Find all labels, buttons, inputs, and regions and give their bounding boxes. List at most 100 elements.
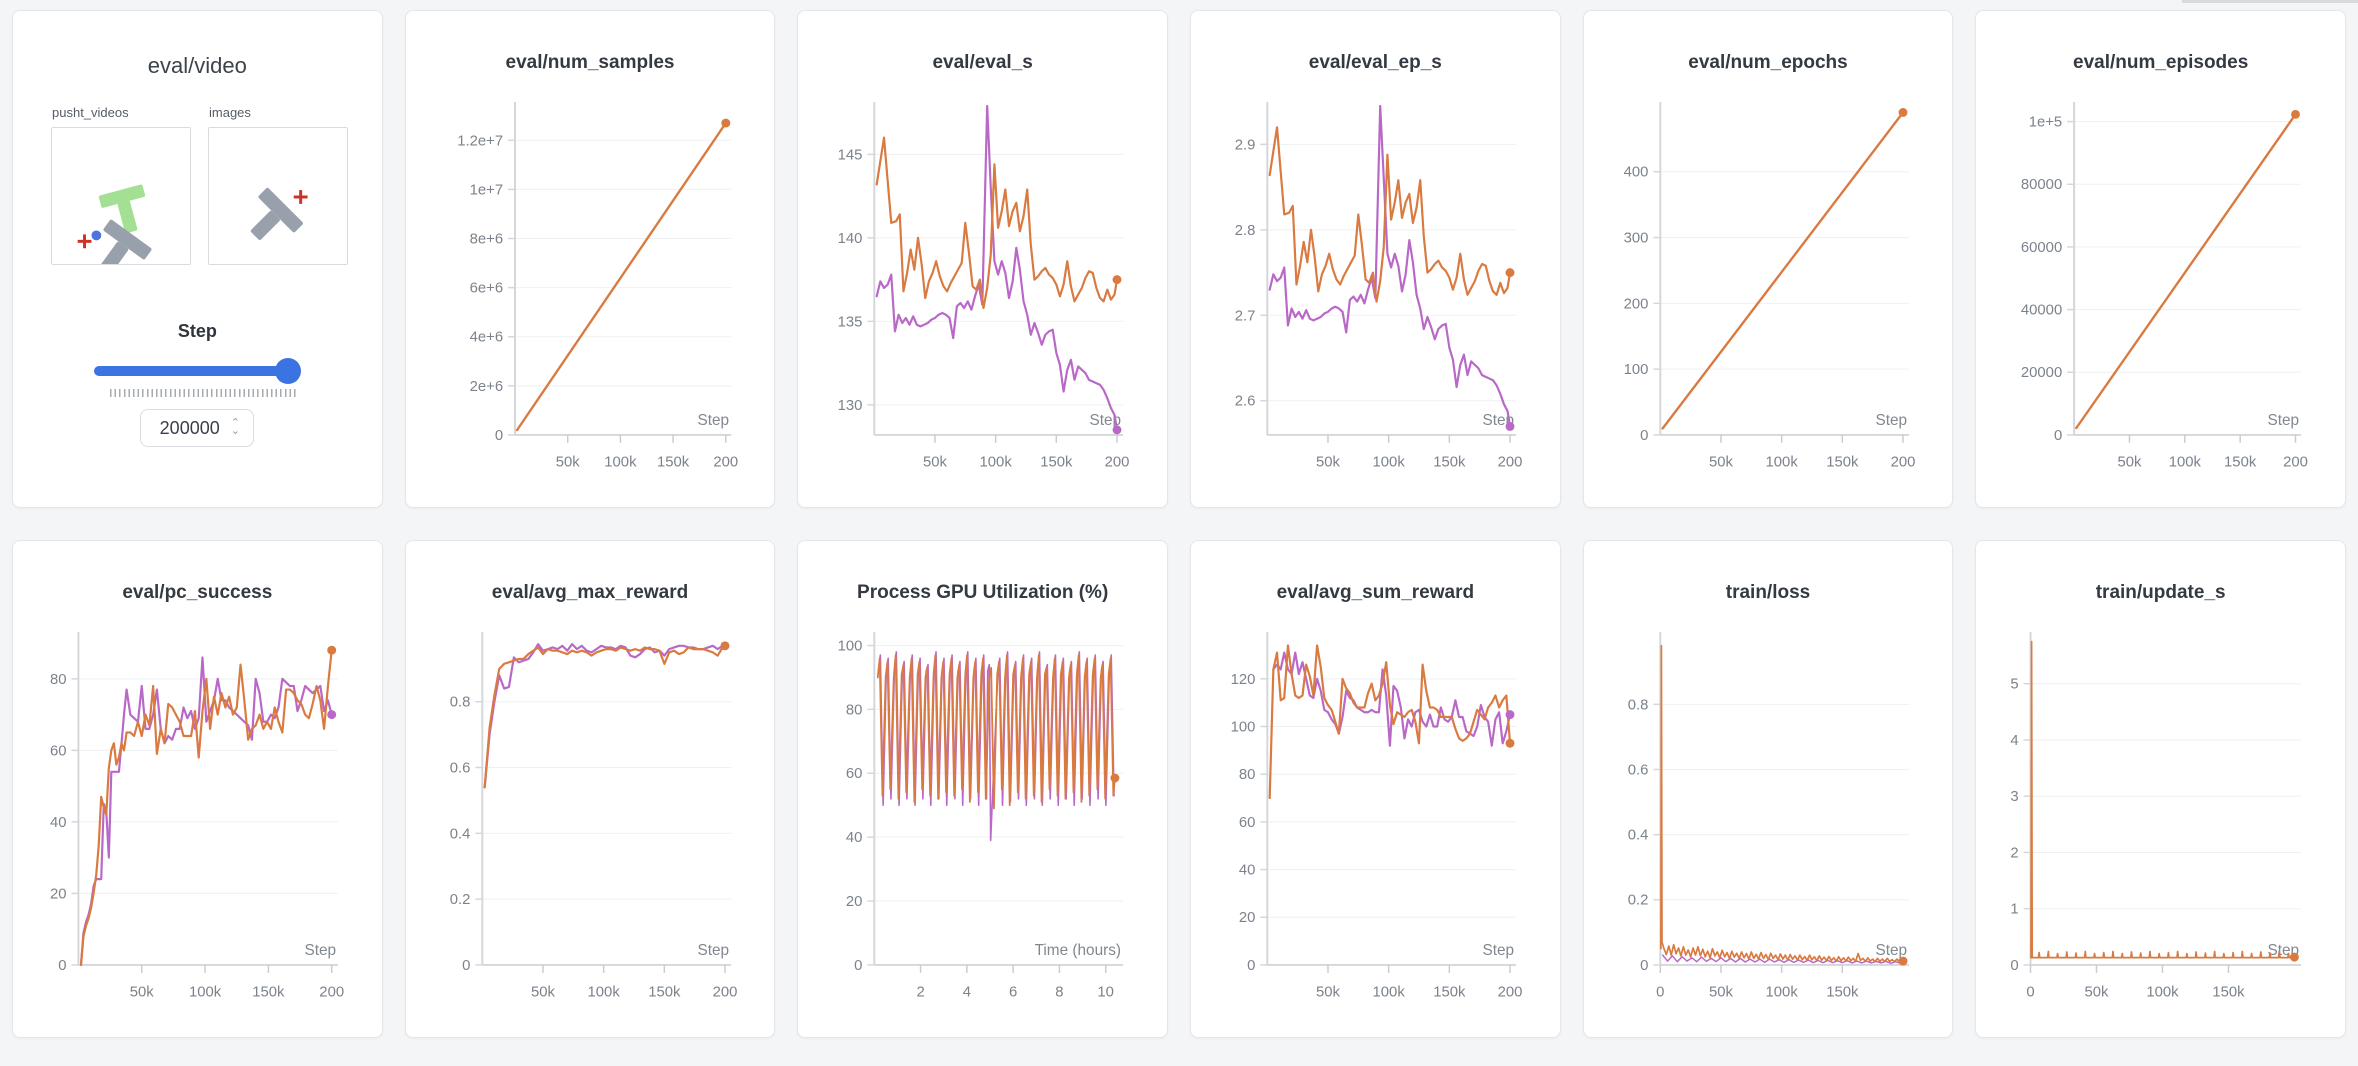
svg-text:0: 0 [462, 958, 470, 974]
step-slider[interactable] [94, 358, 301, 384]
chart-plot: 0 20 40 60 80 100 2 4 6 8 10 Time (hours) [838, 631, 1124, 1001]
panel-eval-video[interactable]: eval/video pusht_videos [12, 10, 383, 508]
chart-panel-process-gpu-utilization-[interactable]: Process GPU Utilization (%) 0 20 40 60 80 100… [797, 540, 1168, 1038]
chart-plot: 130 135 140 145 50k 100k 150k 200 Step [838, 101, 1130, 471]
svg-text:2.8: 2.8 [1235, 223, 1256, 239]
step-up-icon[interactable]: ⌃ [230, 417, 240, 429]
svg-text:20: 20 [846, 894, 863, 910]
svg-text:150k: 150k [648, 985, 681, 1001]
svg-text:80000: 80000 [2021, 177, 2062, 193]
step-slider-label: Step [177, 321, 217, 341]
svg-text:100: 100 [1623, 362, 1648, 378]
svg-text:0: 0 [2027, 985, 2035, 1001]
svg-text:100k: 100k [189, 985, 222, 1001]
pusht-video-thumbnail[interactable] [51, 127, 191, 273]
chart-plot: 0 100 200 300 400 50k 100k 150k 200 Step [1623, 101, 1915, 471]
svg-text:200: 200 [319, 985, 344, 1001]
svg-text:0: 0 [1656, 985, 1664, 1001]
svg-text:5: 5 [2011, 677, 2019, 693]
images-thumbnail[interactable] [208, 127, 348, 265]
slider-thumb[interactable] [274, 358, 301, 384]
svg-text:200: 200 [713, 455, 738, 471]
svg-text:150k: 150k [2224, 455, 2257, 471]
svg-text:4: 4 [963, 985, 971, 1001]
svg-text:Time (hours): Time (hours) [1035, 942, 1121, 959]
slider-track[interactable] [94, 366, 301, 376]
chart-panel-eval-eval-s[interactable]: eval/eval_s 130 135 140 145 50k 100k 150k 200 St… [797, 10, 1168, 508]
svg-text:0.8: 0.8 [1627, 697, 1648, 713]
step-value-field[interactable] [154, 416, 225, 440]
svg-text:150k: 150k [1041, 455, 1074, 471]
svg-text:6e+6: 6e+6 [469, 281, 502, 297]
svg-text:2e+6: 2e+6 [469, 379, 502, 395]
chart-plot: 0 0.2 0.4 0.6 0.8 0 50k 100k 150k Step [1627, 631, 1909, 1001]
chart-title: eval/avg_sum_reward [1276, 582, 1475, 603]
svg-text:0: 0 [2011, 958, 2019, 974]
images-frame [250, 187, 308, 240]
chart-title: eval/num_samples [505, 52, 675, 73]
svg-text:100k: 100k [1765, 455, 1798, 471]
svg-text:80: 80 [1239, 767, 1256, 783]
svg-text:0: 0 [2054, 428, 2062, 444]
svg-text:Step: Step [1875, 942, 1907, 959]
svg-text:50k: 50k [531, 985, 556, 1001]
svg-text:0: 0 [1247, 958, 1255, 974]
chart-panel-eval-num-epochs[interactable]: eval/num_epochs 0 100 200 300 400 50k 100k 150k… [1582, 10, 1954, 508]
svg-text:100k: 100k [587, 985, 620, 1001]
svg-text:50k: 50k [1709, 985, 1734, 1001]
svg-text:0.2: 0.2 [1627, 893, 1648, 909]
chart-panel-eval-eval-ep-s[interactable]: eval/eval_ep_s 2.6 2.7 2.8 2.9 50k 100k 150k 20… [1189, 10, 1561, 508]
chart-title: eval/pc_success [122, 582, 273, 603]
svg-text:2.9: 2.9 [1235, 137, 1256, 153]
chart-panel-eval-num-samples[interactable]: eval/num_samples 0 2e+6 4e+6 6e+6 8e+6 1e+7 1.… [404, 10, 776, 508]
svg-text:50k: 50k [555, 455, 580, 471]
svg-text:60: 60 [50, 743, 67, 759]
slider-tick-ruler [110, 389, 297, 397]
svg-text:3: 3 [2011, 789, 2019, 805]
svg-text:200: 200 [1498, 985, 1523, 1001]
target-cross-icon [293, 190, 308, 204]
svg-text:150k: 150k [1826, 455, 1859, 471]
svg-text:0: 0 [58, 958, 66, 974]
chart-plot: 0 20000 40000 60000 80000 1e+5 50k 100k 150k 200 S… [2021, 101, 2308, 471]
svg-text:60000: 60000 [2021, 240, 2062, 256]
chart-title: eval/eval_ep_s [1308, 52, 1442, 73]
chart-title: eval/avg_max_reward [491, 582, 689, 603]
svg-text:0: 0 [854, 958, 862, 974]
svg-text:150k: 150k [2213, 985, 2246, 1001]
svg-text:100: 100 [1231, 719, 1256, 735]
svg-text:8e+6: 8e+6 [469, 231, 502, 247]
dashboard-grid: eval/video pusht_videos [12, 10, 2346, 1038]
svg-text:2: 2 [917, 985, 925, 1001]
svg-text:50k: 50k [1316, 455, 1341, 471]
svg-text:150k: 150k [1433, 985, 1466, 1001]
svg-text:400: 400 [1623, 165, 1648, 181]
svg-text:50k: 50k [1709, 455, 1734, 471]
step-input[interactable]: ⌃ ⌄ [140, 409, 255, 447]
svg-text:145: 145 [838, 147, 863, 163]
chart-panel-eval-avg-sum-reward[interactable]: eval/avg_sum_reward 0 20 40 60 80 100 120 50k 10… [1189, 540, 1561, 1038]
chart-panel-eval-pc-success[interactable]: eval/pc_success 0 20 40 60 80 50k 100k 150k 200 S… [12, 540, 383, 1038]
chart-panel-eval-num-episodes[interactable]: eval/num_episodes 0 20000 40000 60000 80000 1… [1975, 10, 2346, 508]
svg-text:0: 0 [495, 428, 503, 444]
svg-text:100k: 100k [1765, 985, 1798, 1001]
chart-panel-eval-avg-max-reward[interactable]: eval/avg_max_reward 0 0.2 0.4 0.6 0.8 50k 100k… [404, 540, 776, 1038]
svg-text:20: 20 [1239, 910, 1256, 926]
svg-text:Step: Step [2268, 412, 2300, 429]
svg-text:60: 60 [846, 766, 863, 782]
svg-text:200: 200 [712, 985, 737, 1001]
svg-text:60: 60 [1239, 815, 1256, 831]
svg-text:0.4: 0.4 [1627, 828, 1648, 844]
svg-text:135: 135 [838, 314, 863, 330]
svg-text:100k: 100k [1373, 455, 1406, 471]
svg-text:50k: 50k [2085, 985, 2110, 1001]
chart-panel-train-update-s[interactable]: train/update_s 0 1 2 3 4 5 0 50k 100k 150k Step [1975, 540, 2346, 1038]
chart-panel-train-loss[interactable]: train/loss 0 0.2 0.4 0.6 0.8 0 50k 100k 150k Step [1582, 540, 1954, 1038]
svg-text:200: 200 [2283, 455, 2308, 471]
gray-t-block [101, 219, 152, 273]
step-down-icon[interactable]: ⌄ [230, 425, 240, 437]
media-images: images [208, 105, 348, 265]
svg-text:150k: 150k [1826, 985, 1859, 1001]
svg-text:0.8: 0.8 [449, 695, 470, 711]
